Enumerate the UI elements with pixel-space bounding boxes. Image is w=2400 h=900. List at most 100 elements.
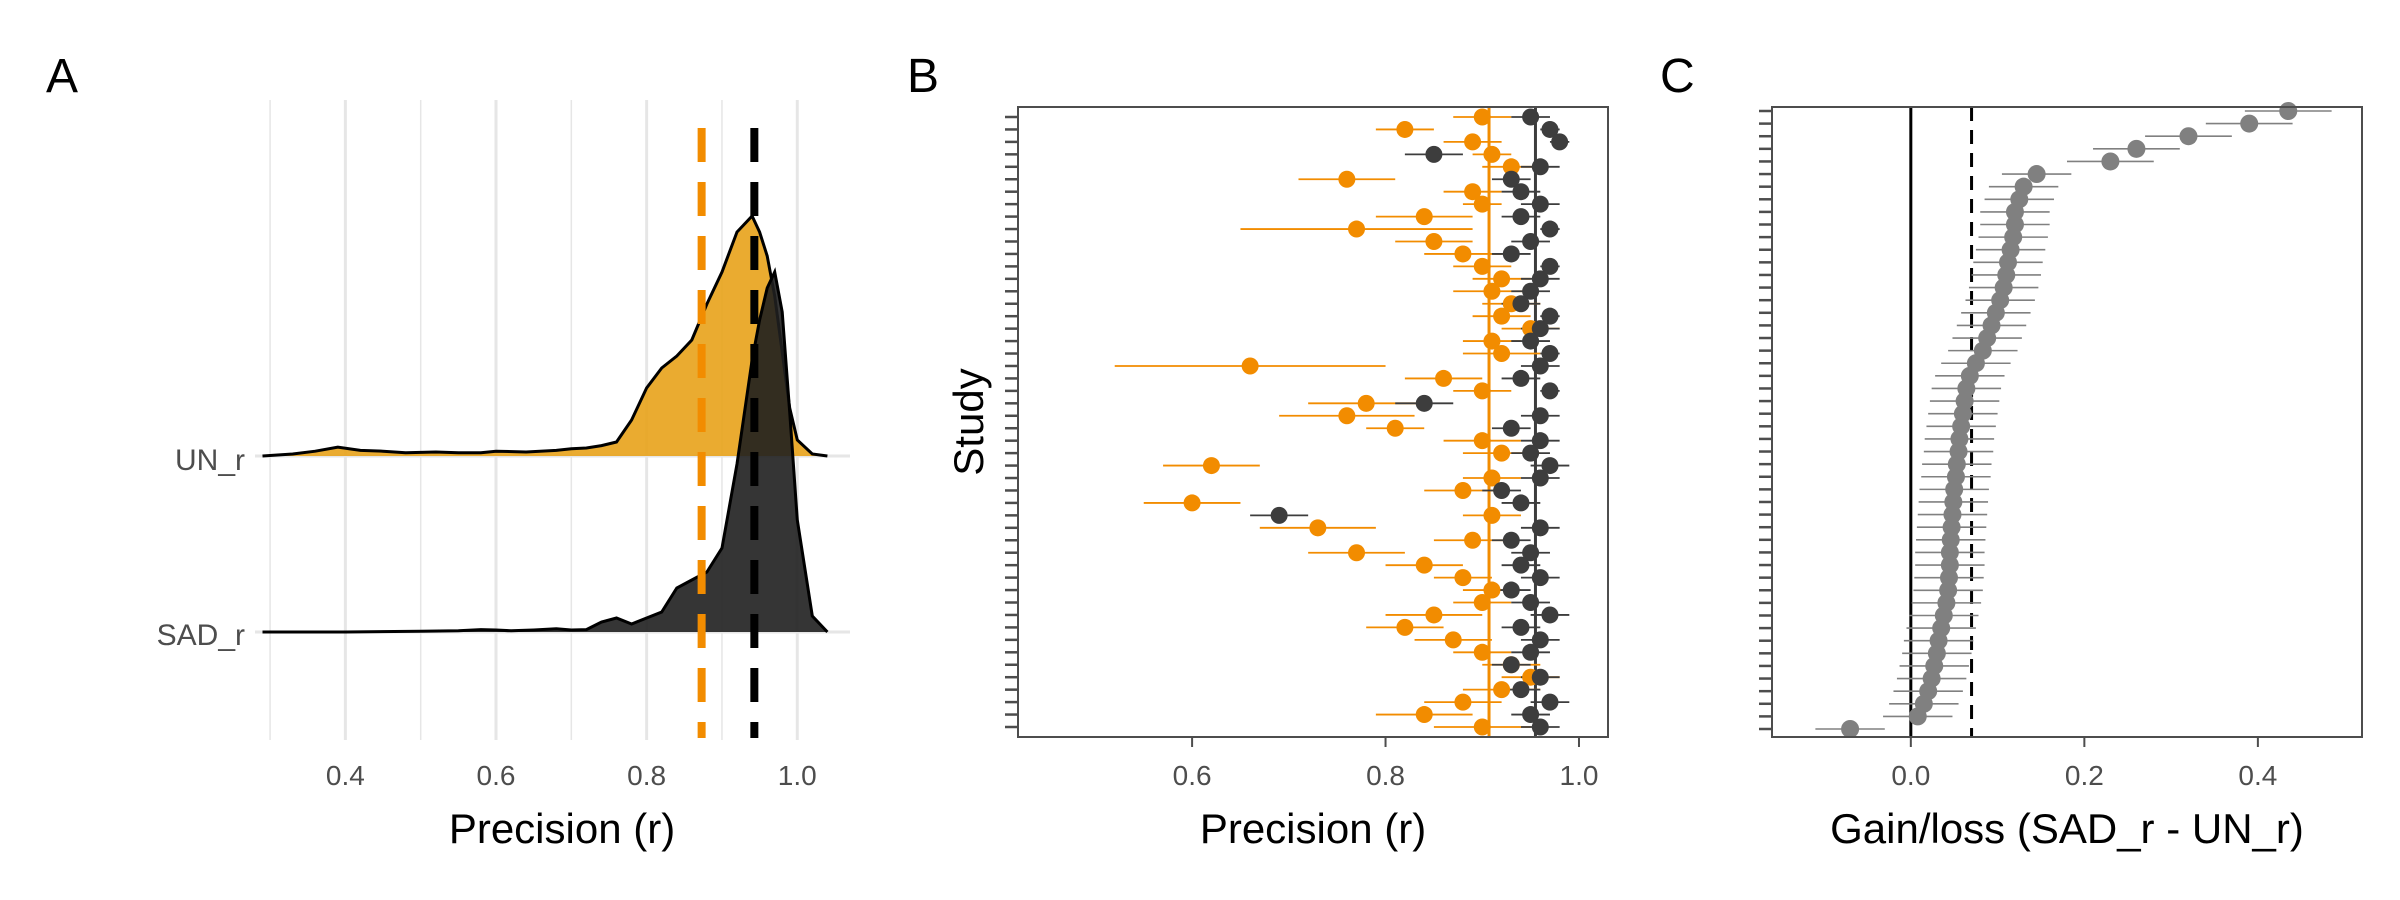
panel-b-point-UN_r bbox=[1415, 208, 1433, 226]
panel-b-point-SAD_r bbox=[1522, 444, 1540, 462]
panel-c-gain-marks bbox=[1815, 102, 2332, 738]
panel-b-point-UN_r bbox=[1202, 457, 1220, 475]
panel-a-mean-lines bbox=[697, 128, 759, 738]
panel-b-point-SAD_r bbox=[1531, 270, 1549, 288]
panel-b-point-UN_r bbox=[1309, 519, 1327, 537]
panel-b-point-SAD_r bbox=[1522, 594, 1540, 612]
panel-c-tick-label: 0.2 bbox=[2065, 760, 2104, 791]
panel-b-point-UN_r bbox=[1464, 133, 1482, 151]
panel-b-point-UN_r bbox=[1473, 195, 1491, 213]
panel-b-point-SAD_r bbox=[1531, 469, 1549, 487]
panel-c-point bbox=[2101, 152, 2120, 171]
panel-b-point-SAD_r bbox=[1522, 332, 1540, 350]
panel-b-point-UN_r bbox=[1483, 469, 1501, 487]
panel-b-point-UN_r bbox=[1454, 693, 1472, 711]
panel-b-point-UN_r bbox=[1473, 643, 1491, 661]
panel-b-point-SAD_r bbox=[1541, 606, 1559, 624]
panel-b-frame bbox=[1017, 106, 1609, 738]
panel-b-point-UN_r bbox=[1338, 407, 1356, 425]
panel-b-point-SAD_r bbox=[1512, 618, 1530, 636]
panel-b-point-UN_r bbox=[1473, 594, 1491, 612]
panel-b-point-SAD_r bbox=[1541, 257, 1559, 275]
panel-c-point bbox=[2240, 114, 2259, 133]
panel-b-point-SAD_r bbox=[1502, 656, 1520, 674]
panel-b-point-UN_r bbox=[1357, 394, 1375, 412]
panel-a-tick-label: 0.8 bbox=[627, 760, 666, 791]
panel-b-point-UN_r bbox=[1483, 581, 1501, 599]
panel-b-point-UN_r bbox=[1473, 108, 1491, 126]
panel-b-point-SAD_r bbox=[1493, 481, 1511, 499]
panel-b-point-SAD_r bbox=[1531, 195, 1549, 213]
panel-a-x-axis-title: Precision (r) bbox=[449, 805, 675, 852]
panel-b-point-UN_r bbox=[1483, 145, 1501, 163]
panel-b-point-SAD_r bbox=[1502, 170, 1520, 188]
panel-b-point-UN_r bbox=[1386, 419, 1404, 437]
panel-b-point-UN_r bbox=[1425, 606, 1443, 624]
density-outline-SAD_r bbox=[262, 267, 829, 634]
panel-b-point-UN_r bbox=[1415, 556, 1433, 574]
panel-a-tick-label: 1.0 bbox=[778, 760, 817, 791]
panel-b-point-UN_r bbox=[1435, 369, 1453, 387]
panel-c-point bbox=[2179, 127, 2198, 146]
panel-b-point-SAD_r bbox=[1522, 282, 1540, 300]
panel-b-point-SAD_r bbox=[1541, 120, 1559, 138]
panel-c-point bbox=[1908, 707, 1927, 726]
panel-b-point-SAD_r bbox=[1425, 145, 1443, 163]
panel-a-densities bbox=[262, 213, 829, 634]
panel-b-point-SAD_r bbox=[1531, 407, 1549, 425]
panel-a: A UN_r SAD_r 0.4 0.6 0.8 1.0 Precision (… bbox=[46, 50, 850, 852]
panel-b-point-UN_r bbox=[1483, 282, 1501, 300]
panel-b-point-SAD_r bbox=[1502, 581, 1520, 599]
density-outline-UN_r bbox=[262, 213, 828, 458]
panel-b-point-SAD_r bbox=[1531, 718, 1549, 736]
panel-b-point-SAD_r bbox=[1531, 357, 1549, 375]
panel-b-point-SAD_r bbox=[1502, 419, 1520, 437]
panel-c-point bbox=[1841, 720, 1860, 738]
panel-b-point-SAD_r bbox=[1512, 295, 1530, 313]
panel-a-letter: A bbox=[46, 50, 78, 103]
panel-b-point-SAD_r bbox=[1541, 345, 1559, 363]
panel-a-category-label-un: UN_r bbox=[175, 444, 245, 477]
panel-b-point-SAD_r bbox=[1512, 556, 1530, 574]
panel-c-point bbox=[2027, 165, 2046, 184]
panel-b-point-SAD_r bbox=[1541, 307, 1559, 325]
panel-b-point-UN_r bbox=[1415, 706, 1433, 724]
panel-b-point-SAD_r bbox=[1531, 432, 1549, 450]
panel-c-tick-label: 0.4 bbox=[2238, 760, 2277, 791]
panel-b-point-SAD_r bbox=[1415, 394, 1433, 412]
panel-b-point-SAD_r bbox=[1541, 693, 1559, 711]
panel-b-point-SAD_r bbox=[1541, 382, 1559, 400]
panel-b-point-UN_r bbox=[1493, 270, 1511, 288]
panel-b-point-SAD_r bbox=[1541, 220, 1559, 238]
panel-b-point-SAD_r bbox=[1531, 668, 1549, 686]
panel-b-point-UN_r bbox=[1348, 220, 1366, 238]
panel-b-point-UN_r bbox=[1493, 345, 1511, 363]
panel-b-point-SAD_r bbox=[1531, 631, 1549, 649]
panel-c-frame bbox=[1771, 106, 2363, 738]
panel-b-point-SAD_r bbox=[1522, 643, 1540, 661]
panel-b-point-UN_r bbox=[1444, 631, 1462, 649]
panel-b-tick-label: 0.8 bbox=[1366, 760, 1405, 791]
panel-b-point-UN_r bbox=[1473, 718, 1491, 736]
panel-b-tick-label: 1.0 bbox=[1560, 760, 1599, 791]
panel-b-point-UN_r bbox=[1483, 332, 1501, 350]
panel-b-point-UN_r bbox=[1338, 170, 1356, 188]
panel-c-point bbox=[2279, 102, 2298, 120]
panel-c: C 0.0 0.2 0.4 Gain/loss (SAD_r - UN_r) bbox=[1660, 50, 2363, 852]
panel-c-study-ticks bbox=[1759, 109, 1772, 731]
panel-b-point-SAD_r bbox=[1522, 108, 1540, 126]
panel-b-point-SAD_r bbox=[1522, 232, 1540, 250]
panel-b-point-UN_r bbox=[1464, 183, 1482, 201]
panel-b-point-UN_r bbox=[1473, 432, 1491, 450]
panel-b-letter: B bbox=[907, 50, 939, 103]
panel-c-tick-label: 0.0 bbox=[1891, 760, 1930, 791]
panel-b-point-SAD_r bbox=[1541, 457, 1559, 475]
panel-b-point-SAD_r bbox=[1522, 706, 1540, 724]
panel-a-category-label-sad: SAD_r bbox=[157, 619, 245, 652]
panel-c-letter: C bbox=[1660, 50, 1695, 103]
panel-b-y-axis-title: Study bbox=[945, 368, 992, 475]
panel-b-point-UN_r bbox=[1454, 481, 1472, 499]
panel-b-point-SAD_r bbox=[1512, 681, 1530, 699]
panel-b-point-UN_r bbox=[1493, 681, 1511, 699]
